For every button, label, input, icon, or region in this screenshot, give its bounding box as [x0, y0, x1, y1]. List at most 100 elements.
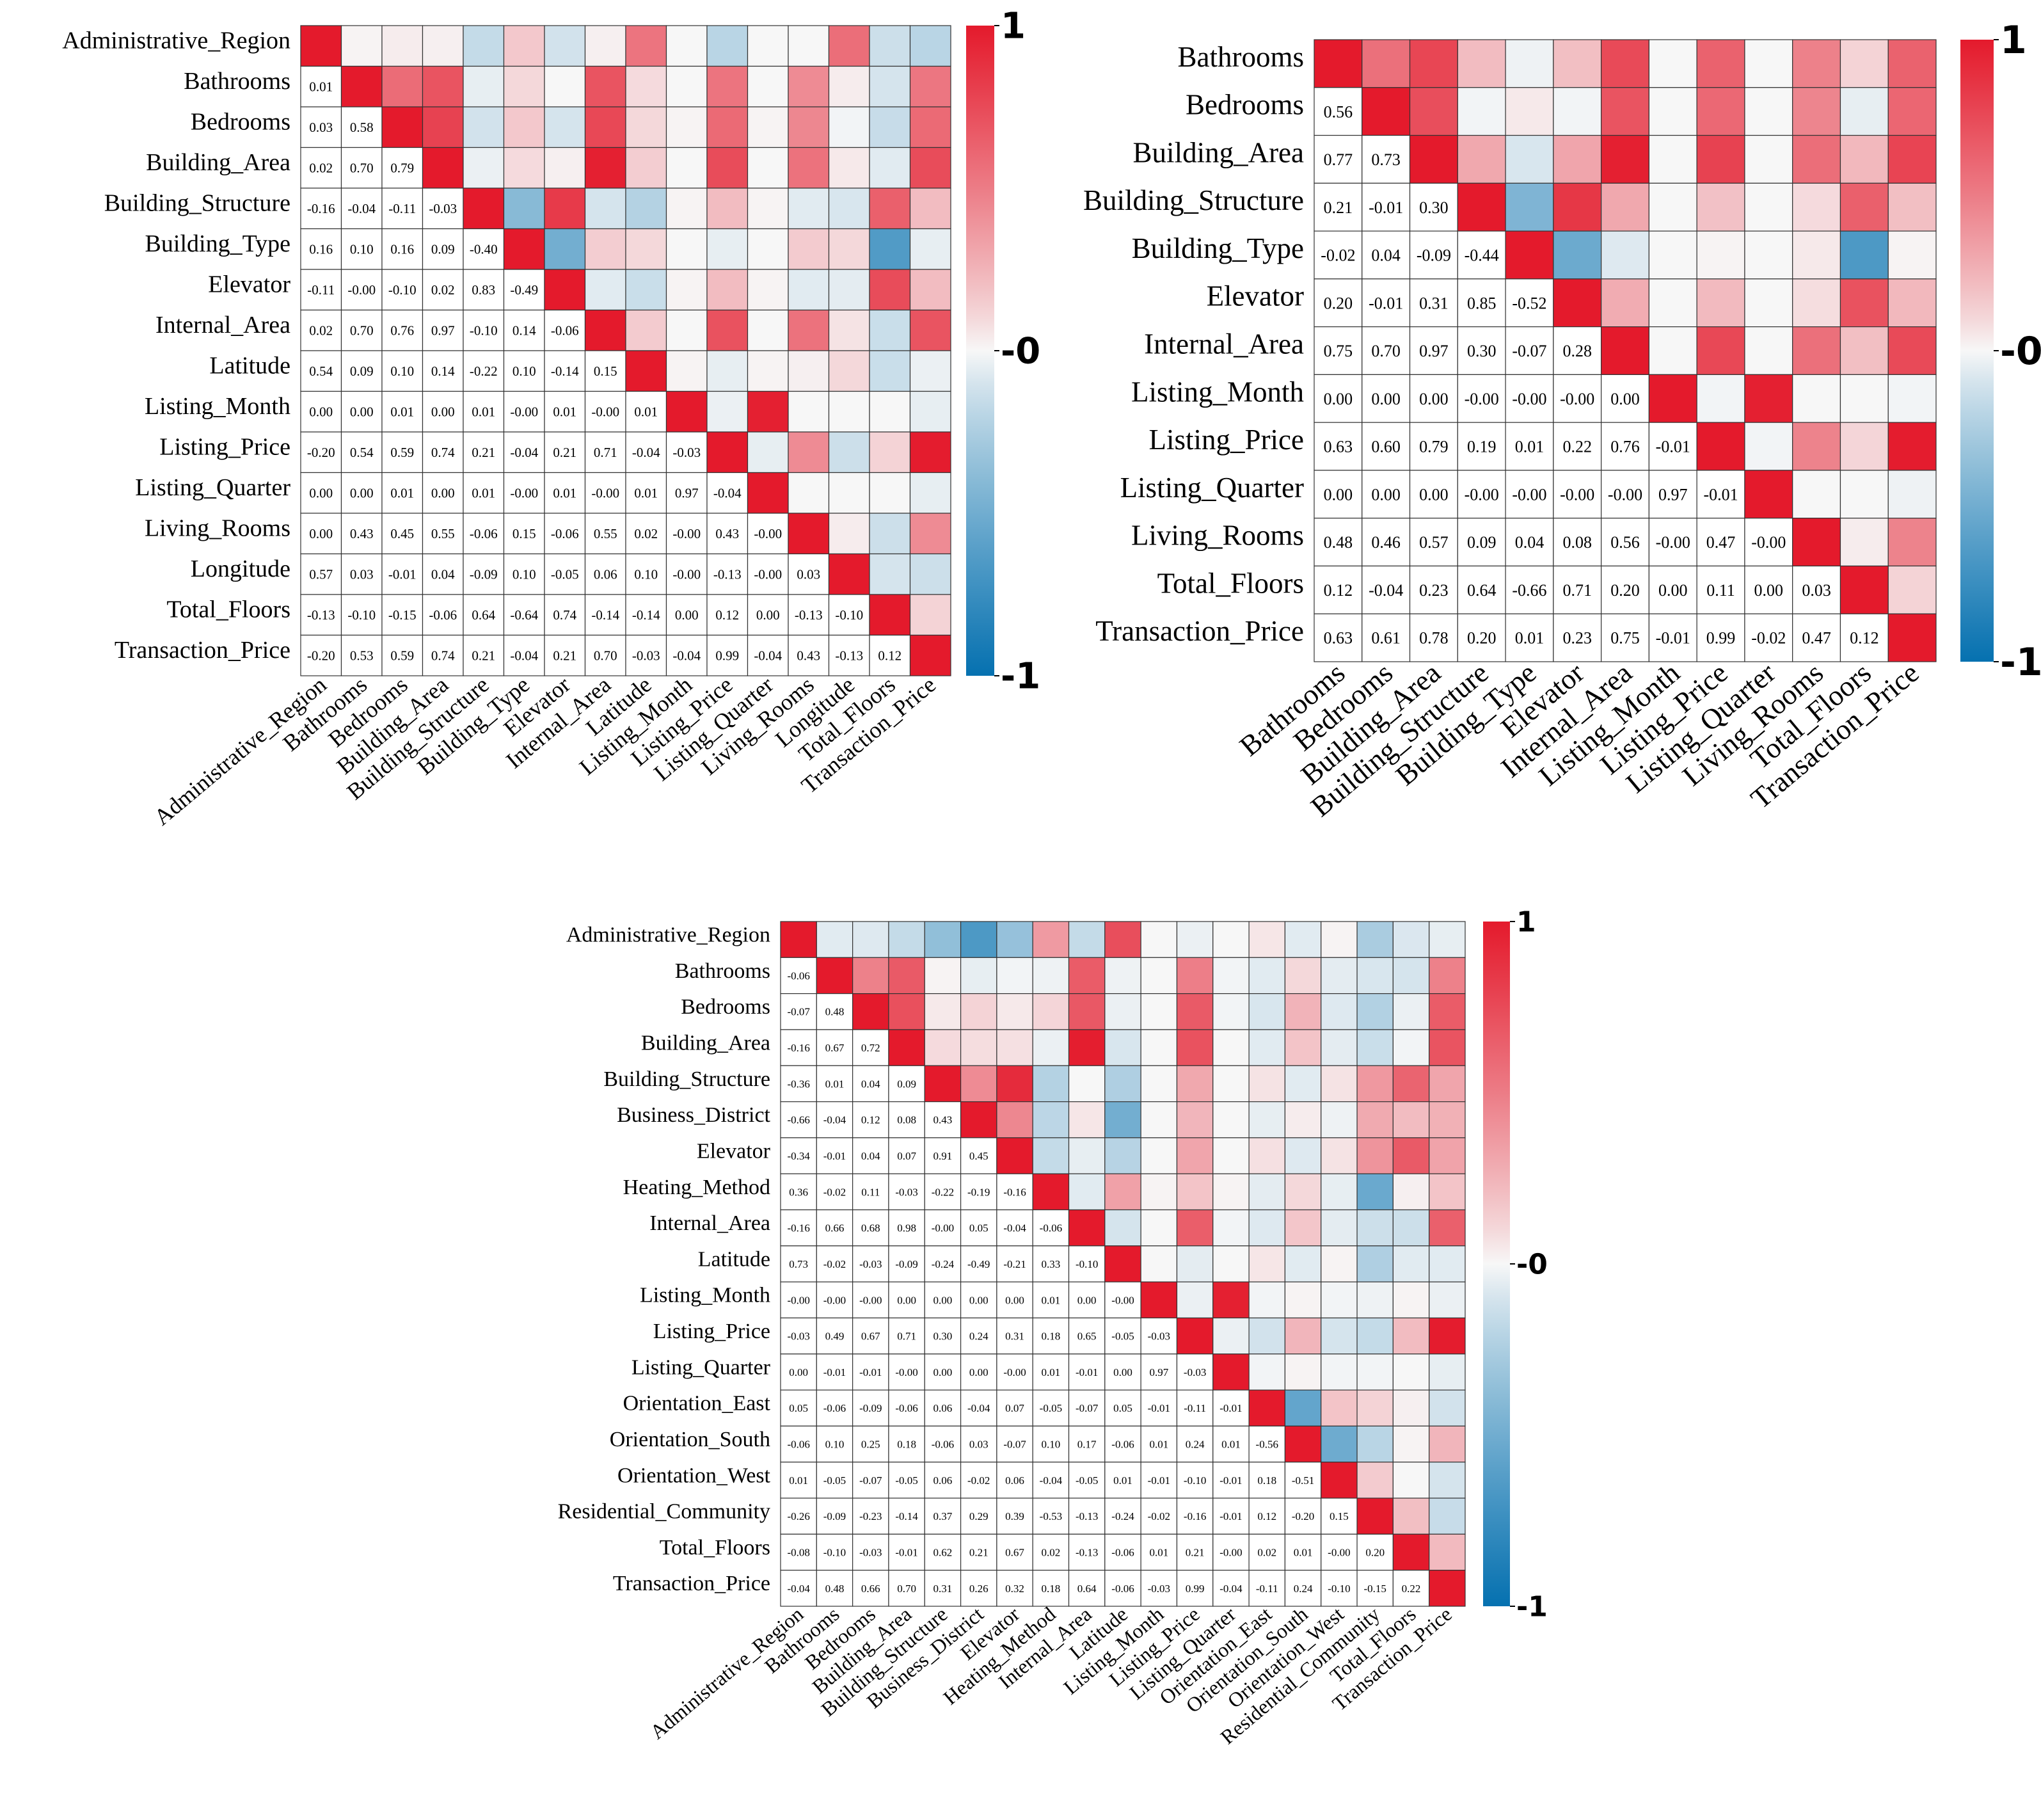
heatmap-cell — [1392, 1173, 1430, 1211]
heatmap-cell — [463, 25, 505, 67]
heatmap-cell — [788, 634, 830, 676]
heatmap-cell — [1321, 957, 1358, 994]
cell-value-label: 0.16 — [390, 242, 414, 257]
cell-value-label: 0.15 — [512, 526, 536, 541]
heatmap-cell — [1392, 1353, 1430, 1391]
heatmap-cell — [1356, 1389, 1394, 1427]
heatmap-cell — [1068, 1029, 1106, 1066]
heatmap-cell — [816, 1533, 854, 1571]
heatmap-cell — [1248, 1101, 1286, 1138]
cell-value-label: 0.01 — [789, 1474, 808, 1487]
cell-value-label: 0.37 — [933, 1510, 953, 1522]
colorbar-tick-label: 1 — [2000, 18, 2027, 63]
cell-value-label: 0.02 — [1041, 1546, 1060, 1558]
heatmap-cell — [422, 188, 464, 230]
cell-value-label: -0.04 — [632, 445, 660, 460]
heatmap-cell — [816, 1353, 854, 1391]
cell-value-label: 0.30 — [933, 1330, 953, 1343]
cell-value-label: 0.00 — [756, 607, 780, 623]
heatmap-cell — [1839, 565, 1889, 614]
heatmap-cell — [888, 1209, 925, 1247]
cell-value-label: -0.09 — [470, 567, 498, 582]
heatmap-cell — [788, 350, 830, 392]
heatmap-cell — [300, 431, 342, 474]
heatmap-cell — [909, 147, 951, 189]
heatmap-cell — [1104, 1462, 1141, 1499]
row-label: Bedrooms — [191, 109, 290, 136]
heatmap-cell — [706, 147, 749, 189]
heatmap-cell — [1032, 1533, 1070, 1571]
heatmap-cell — [1601, 613, 1649, 662]
heatmap-cell — [888, 1353, 925, 1391]
heatmap-cell — [996, 1425, 1033, 1463]
heatmap-cell — [584, 147, 626, 189]
heatmap-cell — [1392, 1101, 1430, 1138]
column-label: Administrative_Region — [646, 1602, 807, 1744]
cell-value-label: 0.99 — [1706, 629, 1736, 648]
cell-value-label: -0.04 — [1003, 1222, 1026, 1234]
heatmap-cell — [1140, 957, 1178, 994]
heatmap-cell — [1248, 921, 1286, 958]
heatmap-cell — [1212, 1065, 1250, 1103]
heatmap-cell — [665, 309, 708, 351]
cell-value-label: 0.55 — [431, 526, 455, 541]
row-label: Elevator — [697, 1139, 771, 1163]
cell-value-label: 0.00 — [1371, 485, 1401, 504]
heatmap-cell — [1429, 1389, 1466, 1427]
cell-value-label: -0.00 — [754, 526, 782, 541]
row-label: Total_Floors — [166, 596, 290, 623]
cell-value-label: -0.00 — [1512, 485, 1546, 504]
cell-value-label: -0.03 — [632, 648, 660, 664]
heatmap-cell — [1887, 326, 1937, 375]
heatmap-cell — [788, 228, 830, 270]
heatmap-cell — [1457, 134, 1506, 184]
cell-value-label: -0.05 — [895, 1474, 917, 1487]
row-label: Listing_Quarter — [1120, 472, 1304, 504]
cell-value-label: 0.68 — [861, 1222, 880, 1234]
heatmap-cell — [1248, 1353, 1286, 1391]
heatmap-cell — [1553, 230, 1602, 280]
cell-value-label: 0.01 — [1041, 1366, 1060, 1378]
cell-value-label: 0.31 — [1419, 294, 1449, 312]
heatmap-cell — [960, 1101, 997, 1138]
heatmap-cell — [1839, 182, 1889, 232]
cell-value-label: 0.00 — [969, 1366, 989, 1378]
heatmap-cell — [1032, 1497, 1070, 1535]
cell-value-label: 0.10 — [350, 242, 374, 257]
heatmap-cell — [1887, 422, 1937, 471]
row-label: Orientation_East — [623, 1392, 771, 1416]
heatmap-cell — [1839, 470, 1889, 519]
cell-value-label: 0.20 — [1610, 581, 1640, 600]
heatmap-cell — [960, 957, 997, 994]
heatmap-cell — [1601, 182, 1649, 232]
heatmap-cell — [888, 1462, 925, 1499]
row-label: Internal_Area — [649, 1211, 770, 1235]
heatmap-cell — [924, 993, 962, 1030]
cell-value-label: -0.26 — [787, 1510, 809, 1522]
heatmap-cell — [1887, 613, 1937, 662]
cell-value-label: 0.63 — [1324, 629, 1353, 648]
cell-value-label: 0.46 — [1371, 533, 1401, 552]
cell-value-label: 0.01 — [390, 404, 414, 420]
heatmap-cell — [584, 228, 626, 270]
heatmap-cell — [1140, 993, 1178, 1030]
heatmap-cell — [1792, 470, 1841, 519]
heatmap-cell — [1429, 1425, 1466, 1463]
cell-value-label: -0.07 — [1076, 1402, 1099, 1414]
cell-value-label: -0.02 — [823, 1258, 846, 1270]
heatmap-cell — [1212, 1281, 1250, 1319]
cell-value-label: 0.21 — [1324, 198, 1353, 217]
cell-value-label: -0.03 — [859, 1258, 882, 1270]
heatmap-cell — [852, 957, 889, 994]
heatmap-cell — [1248, 1029, 1286, 1066]
heatmap-cell — [463, 634, 505, 676]
heatmap-cell — [625, 513, 667, 555]
heatmap-cell — [503, 472, 545, 514]
heatmap-cell — [816, 1209, 854, 1247]
heatmap-cell — [1792, 613, 1841, 662]
cell-value-label: -0.04 — [1040, 1474, 1063, 1487]
cell-value-label: -0.06 — [787, 1439, 809, 1451]
heatmap-panel-1: 0.010.03 0.580.02 0.70 0.79-0.16 -0.04 -0.11-… — [62, 6, 1040, 831]
cell-value-label: 0.97 — [675, 486, 699, 501]
heatmap-panel-3: -0.06 -0.07 0.48 -0.16 0.67 0.72 -0.36 0.01 0.04… — [558, 906, 1548, 1748]
